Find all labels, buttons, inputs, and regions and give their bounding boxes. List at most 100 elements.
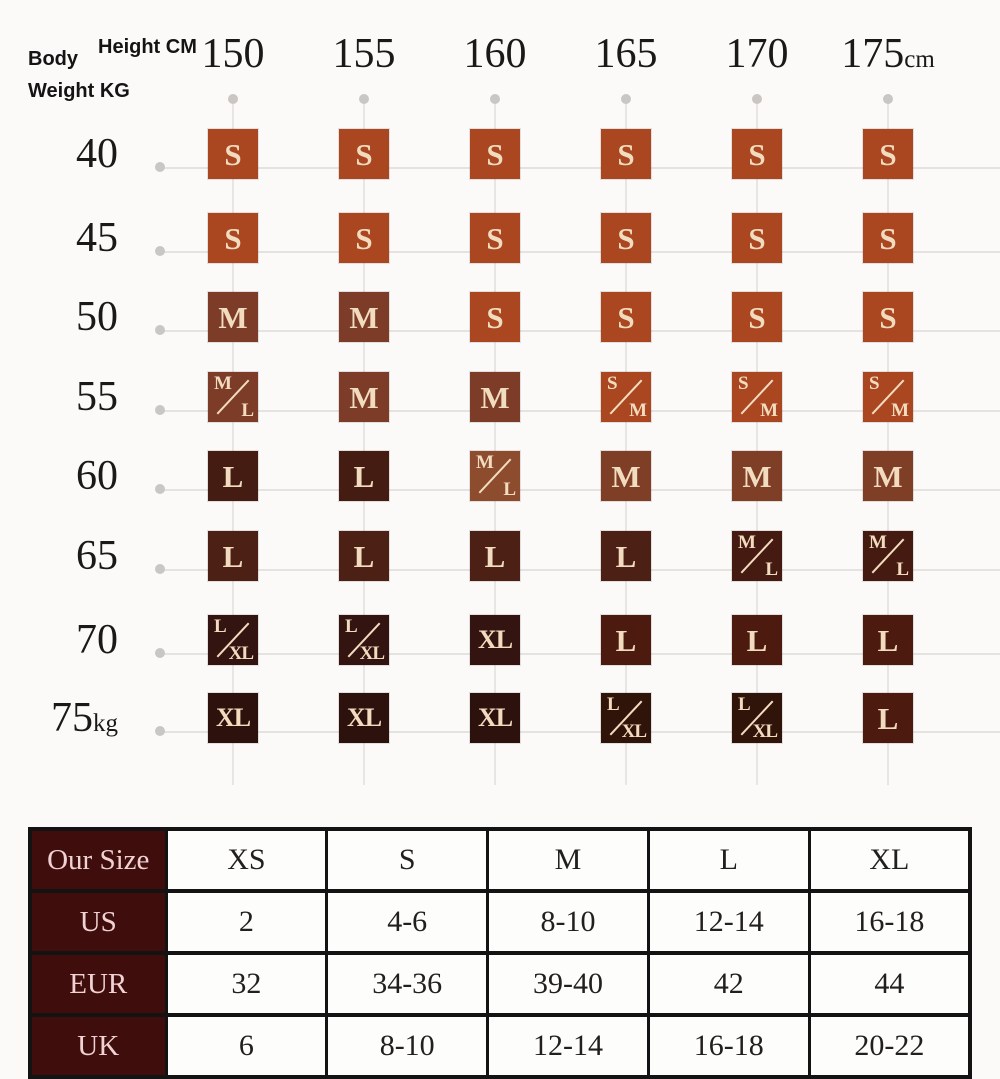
size-cell: M [208,292,258,342]
conversion-cell: 6 [164,1013,329,1079]
size-cell: L [339,531,389,581]
conversion-row: Our Size XS S M L XL [28,827,972,893]
size-cell: S [208,129,258,179]
grid-line [160,410,1000,412]
grid-line [160,653,1000,655]
size-cell: L [339,451,389,501]
conversion-cell: 34-36 [325,951,490,1017]
size-cell: M [339,292,389,342]
conversion-cell: 8-10 [486,889,650,955]
grid-line [887,99,889,785]
size-cell: L [208,451,258,501]
grid-dot [155,648,165,658]
body-axis-label: Body [28,48,78,70]
size-cell: S [339,213,389,263]
size-cell: L XL [601,693,651,743]
conversion-row: UK 6 8-10 12-14 16-18 20-22 [28,1013,972,1079]
conversion-cell: 4-6 [325,889,490,955]
height-axis-label: Height CM [98,36,197,58]
size-cell: L XL [208,615,258,665]
grid-dot [883,94,893,104]
grid-line [160,251,1000,253]
grid-line [494,99,496,785]
size-cell: S [863,292,913,342]
conversion-row-header: Our Size [28,827,168,893]
grid-dot [155,405,165,415]
conversion-row-header: US [28,889,168,955]
size-cell: L XL [339,615,389,665]
size-cell: XL [470,693,520,743]
size-cell: S [470,129,520,179]
conversion-cell: 44 [807,951,972,1017]
grid-line [625,99,627,785]
grid-dot [752,94,762,104]
height-column-header: 155 [332,31,396,77]
conversion-cell: XS [164,827,329,893]
conversion-cell: 39-40 [486,951,650,1017]
size-cell: S [601,129,651,179]
size-cell: S [601,292,651,342]
conversion-cell: L [646,827,811,893]
size-cell: S [470,292,520,342]
height-column-header: 150 [201,31,265,77]
conversion-cell: 16-18 [646,1013,811,1079]
size-cell: L [601,615,651,665]
size-cell: L [208,531,258,581]
height-column-header: 170 [725,31,789,77]
conversion-cell: 42 [646,951,811,1017]
grid-dot [155,726,165,736]
grid-line [363,99,365,785]
weight-row-label: 50 [76,294,118,340]
grid-line [160,330,1000,332]
size-cell: XL [339,693,389,743]
grid-dot [621,94,631,104]
height-column-header: 165 [594,31,658,77]
conversion-cell: 8-10 [325,1013,490,1079]
conversion-cell: 12-14 [646,889,811,955]
weight-axis-label: Weight KG [28,80,130,102]
height-column-header: 175cm [841,31,935,77]
size-cell: M [732,451,782,501]
size-cell: L [863,693,913,743]
conversion-row: EUR 32 34-36 39-40 42 44 [28,951,972,1017]
size-cell: L [470,531,520,581]
grid-dot [155,564,165,574]
conversion-cell: XL [807,827,972,893]
size-cell: S [339,129,389,179]
size-cell: M [339,372,389,422]
weight-row-label: 60 [76,453,118,499]
conversion-cell: M [486,827,650,893]
grid-dot [228,94,238,104]
conversion-cell: 20-22 [807,1013,972,1079]
grid-dot [155,325,165,335]
grid-line [756,99,758,785]
weight-row-label: 55 [76,374,118,420]
size-cell: XL [470,615,520,665]
size-cell: S [470,213,520,263]
conversion-cell: 12-14 [486,1013,650,1079]
weight-row-label: 40 [76,131,118,177]
size-cell: L [863,615,913,665]
size-cell: S [863,213,913,263]
conversion-cell: 16-18 [807,889,972,955]
weight-row-label: 70 [76,617,118,663]
height-column-header: 160 [463,31,527,77]
grid-line [160,489,1000,491]
grid-dot [490,94,500,104]
size-cell: XL [208,693,258,743]
size-cell: L [732,615,782,665]
conversion-cell: S [325,827,490,893]
size-cell: L [601,531,651,581]
weight-row-label: 75kg [51,695,118,741]
grid-line [160,731,1000,733]
size-cell: M [863,451,913,501]
weight-row-label: 45 [76,215,118,261]
size-cell: M [470,372,520,422]
grid-dot [155,246,165,256]
